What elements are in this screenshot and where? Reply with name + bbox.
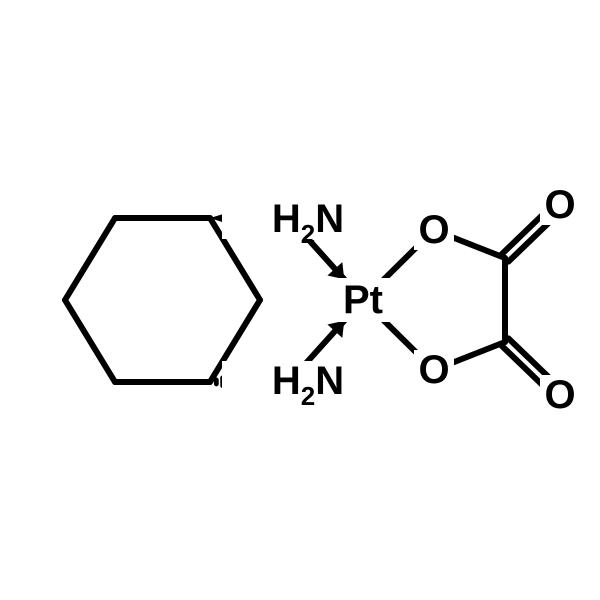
- labels-layer: H2NH2NPtOOOO: [222, 183, 580, 417]
- bond-O2-C8: [451, 342, 505, 363]
- bond-O1-C7: [451, 237, 505, 258]
- bond-C6-C1: [65, 300, 115, 382]
- atom-O4: O: [544, 373, 575, 417]
- molecule-diagram: H2NH2NPtOOOO: [0, 0, 600, 600]
- atom-O1: O: [418, 208, 449, 252]
- atom-Pt: Pt: [343, 278, 383, 322]
- bond-C1-C2: [65, 218, 115, 300]
- atom-O2: O: [418, 348, 449, 392]
- atom-O3: O: [544, 183, 575, 227]
